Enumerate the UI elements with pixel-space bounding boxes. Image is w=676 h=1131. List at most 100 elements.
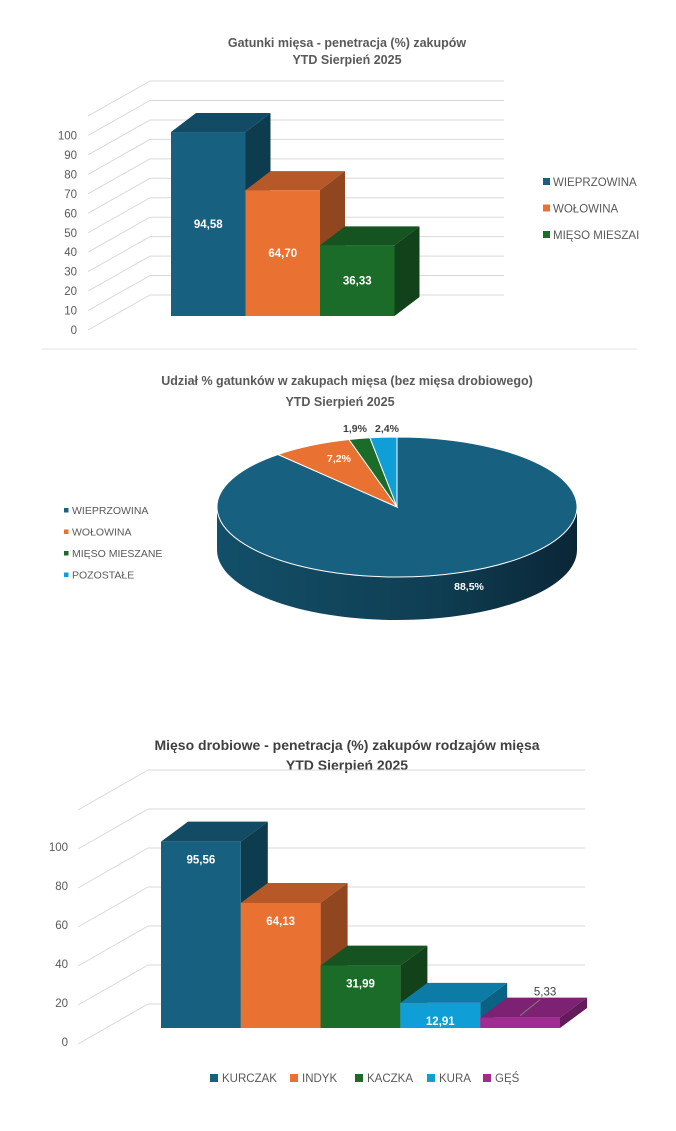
gridline-side — [87, 197, 151, 234]
gridline-side — [87, 158, 151, 195]
bar-kura — [400, 1002, 481, 1028]
gridline-side — [87, 119, 151, 156]
chart2-subtitle: YTD Sierpień 2025 — [285, 395, 394, 409]
pie-side — [217, 507, 577, 620]
chart1-subtitle: YTD Sierpień 2025 — [292, 53, 401, 67]
legend-label: WIEPRZOWINA — [553, 177, 637, 189]
y-tick-label: 30 — [64, 267, 77, 279]
data-label: 7,2% — [327, 453, 352, 465]
bar-indyk — [240, 902, 321, 1028]
gridline-side — [77, 847, 149, 889]
gridline-side — [87, 177, 151, 214]
gridline-side — [87, 275, 151, 311]
legend-label: KURCZAK — [222, 1073, 277, 1085]
y-tick-label: 0 — [71, 325, 77, 337]
data-label: 1,9% — [343, 423, 368, 435]
legend-label: MIĘSO MIESZAI — [553, 230, 639, 242]
legend-swatch — [427, 1074, 435, 1082]
legend-label: KURA — [439, 1073, 471, 1085]
bar-top — [320, 945, 428, 966]
legend-swatch — [543, 204, 550, 212]
bar-top — [245, 171, 345, 191]
gridline-side — [87, 100, 151, 136]
y-tick-label: 70 — [64, 189, 77, 201]
data-label: 64,13 — [266, 916, 295, 928]
bar-wieprzowina — [171, 132, 246, 316]
legend-swatch — [64, 529, 69, 534]
gridline-side — [77, 886, 149, 928]
data-label: 36,33 — [343, 276, 372, 288]
chart2: 88,5% 7,2% 1,9% 2,4% WIEPRZOWINA WOŁOWINA MIĘS… — [64, 423, 578, 620]
y-tick-label: 40 — [64, 247, 77, 259]
y-tick-label: 50 — [64, 228, 77, 240]
bar-wołowina — [245, 190, 320, 316]
bar-top — [320, 226, 420, 246]
legend-swatch — [483, 1074, 491, 1082]
bar-gęś — [480, 1017, 560, 1028]
data-label-leader — [519, 999, 541, 1016]
y-tick-label: 100 — [58, 131, 77, 143]
bar-kurczak — [161, 841, 241, 1028]
gridline-side — [77, 808, 149, 850]
gridline-side — [77, 964, 149, 1006]
chart3: 0 20 40 60 80 100 95,56 64,13 31,99 12,91 5,33 KURC… — [49, 769, 587, 1085]
pie-slice-pozostałe — [369, 436, 398, 508]
bar-mięso mieszane — [320, 245, 395, 316]
y-tick-label: 20 — [55, 998, 68, 1010]
legend-swatch — [64, 572, 69, 577]
data-label: 2,4% — [375, 423, 400, 435]
legend-label: KACZKA — [367, 1073, 413, 1085]
bar-top — [171, 113, 271, 133]
data-label: 5,33 — [534, 987, 556, 999]
bar-top — [240, 882, 348, 903]
gridline-side — [87, 255, 151, 292]
gridline-side — [87, 294, 151, 331]
legend-label: POZOSTAŁE — [72, 570, 134, 582]
chart3-title: Mięso drobiowe - penetracja (%) zakupów … — [154, 737, 539, 753]
legend-swatch — [543, 178, 550, 185]
gridline-side — [87, 138, 151, 175]
legend-label: INDYK — [302, 1073, 337, 1085]
bar-side — [394, 226, 420, 316]
chart1: 0 10 20 30 40 50 60 70 80 90 100 94,58 64,70 36,33 WIE… — [58, 80, 639, 337]
legend-label: WIEPRZOWINA — [72, 505, 148, 517]
y-tick-label: 80 — [55, 881, 68, 893]
chart3-subtitle: YTD Sierpień 2025 — [286, 757, 408, 773]
data-label: 12,91 — [426, 1016, 455, 1028]
y-tick-label: 40 — [55, 959, 68, 971]
y-tick-label: 80 — [64, 169, 77, 181]
chart1-title: Gatunki mięsa - penetracja (%) zakupów — [228, 36, 467, 50]
legend-swatch — [290, 1074, 298, 1082]
y-tick-label: 10 — [64, 306, 77, 318]
y-tick-label: 20 — [64, 286, 77, 298]
y-tick-label: 60 — [64, 208, 77, 220]
legend-swatch — [355, 1074, 363, 1082]
y-tick-label: 100 — [49, 842, 68, 854]
chart2-title: Udział % gatunków w zakupach mięsa (bez … — [161, 374, 533, 388]
legend-label: WOŁOWINA — [72, 527, 132, 539]
gridline-side — [77, 925, 149, 967]
data-label: 31,99 — [346, 979, 375, 991]
data-label: 64,70 — [268, 248, 297, 260]
legend-label: WOŁOWINA — [553, 204, 618, 216]
data-label: 88,5% — [454, 581, 484, 593]
legend-swatch — [210, 1074, 218, 1082]
legend-swatch — [64, 551, 69, 556]
bar-top — [161, 821, 268, 842]
gridline-side — [77, 1003, 149, 1045]
bar-top — [480, 997, 587, 1018]
legend-label: GĘŚ — [495, 1072, 520, 1085]
legend-swatch — [64, 508, 69, 513]
y-tick-label: 90 — [64, 150, 77, 162]
gridline-side — [87, 236, 151, 273]
y-tick-label: 0 — [62, 1037, 68, 1049]
y-tick-label: 60 — [55, 920, 68, 932]
legend-label: MIĘSO MIESZANE — [72, 548, 162, 560]
bar-top — [400, 982, 508, 1003]
gridline-side — [77, 769, 149, 811]
bar-kaczka — [320, 965, 401, 1028]
bar-side — [560, 997, 587, 1028]
gridline-side — [87, 216, 151, 253]
